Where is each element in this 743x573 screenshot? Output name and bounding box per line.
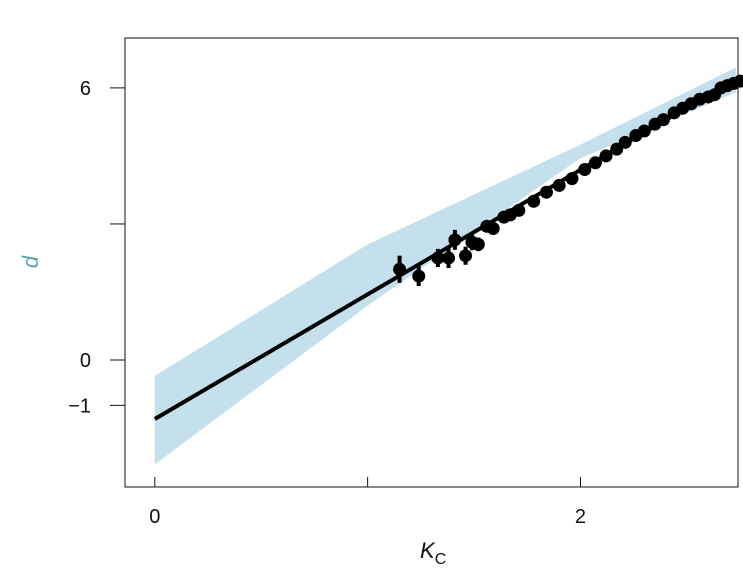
data-point (431, 248, 445, 268)
y-axis-ticks: 6 0 −1 (68, 78, 125, 417)
point-marker (588, 156, 602, 170)
point-marker (459, 249, 473, 263)
point-marker (512, 203, 526, 217)
data-point (412, 266, 426, 287)
data-point (657, 113, 671, 127)
point-marker (552, 178, 566, 192)
point-marker (393, 262, 407, 276)
point-marker (657, 113, 671, 127)
data-point (539, 185, 553, 199)
point-marker (486, 221, 500, 235)
point-marker (637, 124, 651, 138)
y-tick-label: 6 (80, 78, 91, 100)
plot-frame (124, 37, 739, 488)
point-marker (431, 251, 445, 265)
data-point (393, 255, 407, 283)
point-marker (527, 194, 541, 208)
data-point (448, 229, 462, 250)
data-point (527, 194, 541, 208)
point-marker (442, 251, 456, 265)
data-points-layer (393, 74, 743, 287)
point-marker (565, 172, 579, 186)
y-tick-label: −1 (68, 395, 91, 417)
data-point (599, 149, 613, 163)
point-marker (618, 135, 632, 149)
data-point (565, 172, 579, 186)
data-point (512, 203, 526, 217)
data-point (552, 178, 566, 192)
y-axis-label: p (21, 255, 46, 268)
x-axis-label: KC (420, 538, 446, 568)
data-point (459, 246, 473, 265)
data-point (486, 221, 500, 235)
y-tick-label: 0 (80, 350, 91, 372)
point-marker (599, 149, 613, 163)
data-point (471, 237, 485, 252)
data-point (618, 135, 632, 149)
point-marker (578, 163, 592, 177)
point-marker (539, 185, 553, 199)
point-marker (448, 233, 462, 247)
point-marker (471, 237, 485, 251)
x-tick-label: 2 (575, 506, 586, 528)
data-point (637, 124, 651, 138)
data-point (578, 163, 592, 177)
x-tick-label: 0 (149, 506, 160, 528)
data-point (588, 156, 602, 170)
data-point (442, 247, 456, 268)
point-marker (412, 269, 426, 283)
